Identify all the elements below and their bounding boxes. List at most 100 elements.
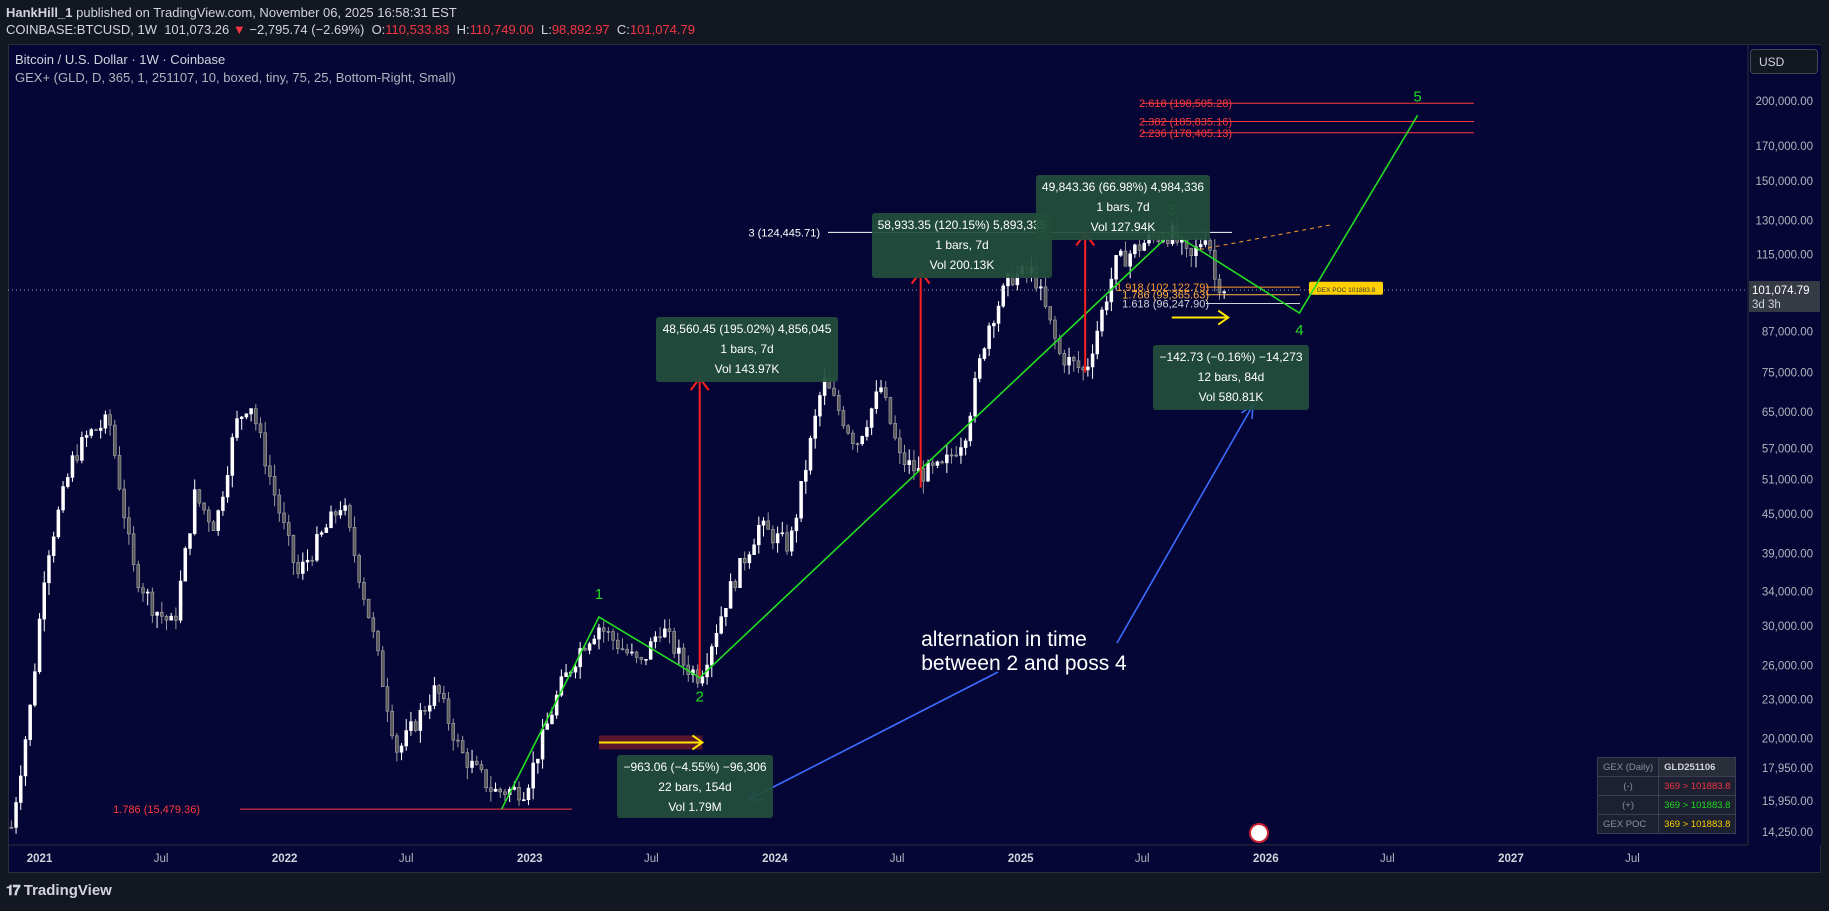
x-tick-label: 2024	[762, 853, 788, 865]
fib-level-label: 2.618 (198,505.28)	[1139, 98, 1232, 110]
candle-body	[672, 631, 676, 654]
x-tick-label: Jul	[1135, 853, 1150, 865]
measure-line: 1 bars, 7d	[935, 238, 989, 252]
currency-button[interactable]: USD	[1750, 49, 1818, 74]
candle-body	[9, 826, 14, 829]
candle-body	[1119, 250, 1123, 256]
candle-body	[141, 587, 145, 594]
y-tick-label: 14,250.00	[1762, 827, 1813, 839]
candle-body	[498, 788, 503, 793]
candle-body	[1090, 353, 1095, 368]
candle-body	[526, 787, 531, 800]
candle-body	[1222, 291, 1226, 294]
measure-box-5: −142.73 (−0.16%) −14,273 12 bars, 84d Vo…	[1153, 345, 1309, 410]
publish-header: HankHill_1 published on TradingView.com,…	[0, 0, 1829, 44]
gex-row: (+) 369 > 101883.8	[1596, 795, 1737, 815]
candle-body	[23, 739, 28, 777]
candle-body	[907, 460, 911, 466]
annotation-text: alternation in time	[921, 628, 1087, 651]
y-tick-label: 23,000.00	[1762, 695, 1813, 707]
candle-body	[446, 698, 451, 724]
candle-body	[1208, 240, 1212, 251]
candle-body	[832, 387, 836, 396]
candle-body	[949, 454, 954, 457]
candle-body	[818, 395, 822, 417]
x-tick-label: 2026	[1253, 853, 1279, 865]
candle-body	[583, 648, 587, 651]
y-tick-label: 200,000.00	[1755, 96, 1813, 108]
candle-body	[893, 423, 897, 439]
candle-body	[738, 558, 742, 588]
y-tick-label: 26,000.00	[1762, 661, 1813, 673]
indicator-legend[interactable]: GEX+ (GLD, D, 365, 1, 251107, 10, boxed,…	[15, 70, 456, 85]
candle-body	[202, 502, 206, 511]
candle-body	[545, 723, 550, 730]
chart-pane[interactable]	[8, 44, 1821, 873]
candle-body	[1100, 309, 1104, 332]
last-price-tag	[1749, 280, 1820, 312]
candle-body	[183, 548, 188, 582]
symbol-label: COINBASE:BTCUSD, 1W	[6, 22, 157, 37]
candle-body	[51, 536, 56, 556]
candle-body	[155, 612, 159, 616]
candle-body	[28, 704, 32, 740]
candle-body	[164, 615, 169, 621]
candle-body	[836, 395, 841, 411]
candle-body	[785, 532, 789, 552]
candle-body	[620, 648, 625, 651]
candle-body	[982, 348, 987, 359]
author-name[interactable]: HankHill_1	[6, 5, 73, 20]
candle-body	[1133, 244, 1137, 255]
wave-label-5: 5	[1413, 88, 1421, 105]
footer-bar	[0, 873, 1829, 911]
publish-line: HankHill_1 published on TradingView.com,…	[6, 5, 457, 20]
x-tick-label: Jul	[1380, 853, 1395, 865]
candle-body	[489, 787, 493, 792]
candle-body	[1104, 301, 1109, 311]
candle-body	[103, 414, 108, 429]
measure-line: Vol 1.79M	[668, 800, 722, 814]
candle-body	[663, 628, 667, 638]
candle-body	[573, 666, 578, 673]
x-tick-label: 2023	[517, 853, 543, 865]
measure-line: 22 bars, 154d	[658, 780, 732, 794]
candle-body	[959, 447, 963, 456]
y-tick-label: 20,000.00	[1762, 733, 1813, 745]
tradingview-logo[interactable]: 𝟏𝟕 TradingView	[6, 882, 112, 899]
candle-body	[865, 427, 869, 437]
candle-body	[1128, 253, 1132, 267]
candle-body	[442, 693, 446, 700]
candle-body	[94, 429, 98, 431]
y-tick-label: 87,000.00	[1762, 326, 1813, 338]
annotation-arrow	[1116, 404, 1254, 644]
candle-body	[301, 561, 305, 574]
candle-body	[160, 612, 164, 617]
candle-body	[221, 496, 225, 511]
x-tick-label: 2027	[1498, 853, 1524, 865]
candle-body	[207, 509, 211, 523]
wave-label-4: 4	[1295, 322, 1303, 339]
event-flag-icon	[1249, 823, 1269, 843]
candle-body	[244, 413, 249, 418]
wave-label-2: 2	[696, 689, 704, 706]
candle-body	[1095, 330, 1100, 355]
candle-body	[70, 455, 75, 478]
candle-body	[61, 486, 65, 511]
candle-body	[399, 745, 404, 753]
candle-body	[357, 555, 361, 583]
candle-body	[521, 799, 526, 801]
candle-body	[761, 520, 766, 526]
candle-body	[757, 524, 761, 546]
candle-body	[1114, 255, 1118, 280]
candle-body	[639, 657, 644, 660]
fib-level-label: 1.786 (15,479.36)	[113, 804, 200, 816]
gex-row: (-) 369 > 101883.8	[1596, 776, 1737, 796]
measure-box-3: 49,843.36 (66.98%) 4,984,336 1 bars, 7d …	[1036, 175, 1210, 240]
candle-body	[437, 685, 441, 694]
y-tick-label: 17,950.00	[1762, 763, 1813, 775]
wave-label-1: 1	[595, 586, 603, 603]
candle-body	[479, 764, 484, 771]
gex-row: GEX (Daily) GLD251106	[1596, 757, 1737, 777]
last-price-label: 101,074.79	[1752, 285, 1810, 297]
